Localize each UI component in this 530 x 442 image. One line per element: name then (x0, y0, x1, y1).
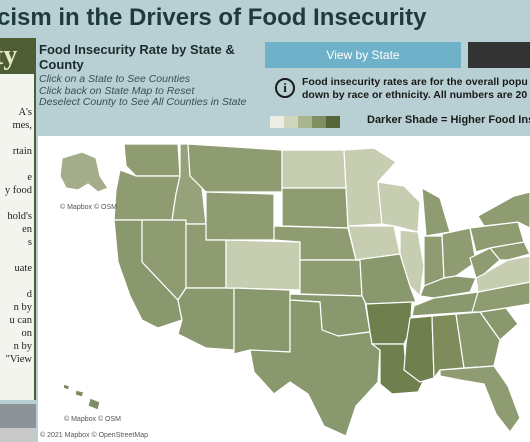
page-title: cism in the Drivers of Food Insecurity (0, 4, 427, 31)
info-note: Food insecurity rates are for the overal… (302, 76, 530, 102)
view-by-state-button[interactable]: View by State (265, 42, 461, 68)
info-line: Food insecurity rates are for the overal… (302, 76, 528, 88)
legend-label: Darker Shade = Higher Food Insec (367, 114, 530, 126)
legend-swatch (270, 116, 284, 128)
us-state-map[interactable]: © Mapbox © OSM © Mapbox © OSM © 2021 Map… (38, 136, 530, 442)
state-north-carolina[interactable] (471, 281, 530, 313)
state-ohio[interactable] (441, 227, 477, 279)
sidebar-footer-strip (0, 428, 36, 442)
state-florida[interactable] (439, 365, 521, 433)
state-wyoming[interactable] (205, 191, 275, 241)
info-icon: i (275, 78, 295, 98)
color-legend (270, 116, 340, 128)
instruction-line: Click back on State Map to Reset (39, 84, 195, 97)
state-montana[interactable] (187, 143, 283, 193)
state-south-dakota[interactable] (281, 187, 349, 229)
state-kansas[interactable] (299, 259, 363, 297)
state-hawaii[interactable] (62, 383, 71, 391)
view-by-county-button[interactable] (468, 42, 530, 68)
state-michigan[interactable] (421, 187, 451, 237)
instruction-line: Click on a State to See Counties (39, 73, 191, 85)
state-indiana[interactable] (423, 235, 445, 287)
state-louisiana[interactable] (371, 343, 427, 395)
sidebar-logo: ty (0, 40, 18, 71)
state-texas[interactable] (249, 299, 381, 437)
legend-swatch (298, 116, 312, 128)
state-mississippi[interactable] (403, 315, 435, 383)
map-instructions: Click on a State to See Counties Click b… (39, 73, 247, 109)
state-maryland[interactable] (489, 241, 530, 261)
mapbox-credit-hawaii: © Mapbox © OSM (64, 416, 121, 423)
state-new-mexico[interactable] (233, 287, 291, 355)
legend-swatch (326, 116, 340, 128)
state-oregon[interactable] (113, 169, 181, 221)
state-colorado[interactable] (225, 239, 301, 291)
instruction-line: Deselect County to See All Counties in S… (39, 96, 247, 108)
state-virginia[interactable] (475, 255, 530, 293)
map-attribution[interactable]: © 2021 Mapbox © OpenStreetMap (40, 432, 148, 439)
mapbox-credit-alaska: © Mapbox © OSM (60, 204, 117, 211)
state-west-virginia[interactable] (469, 247, 501, 279)
sidebar-card: A's mes, rtain e y food hold's en s uate… (0, 74, 34, 400)
state-hawaii[interactable] (87, 397, 101, 411)
legend-swatch (312, 116, 326, 128)
state-arizona[interactable] (177, 287, 235, 351)
map-svg[interactable] (38, 136, 530, 442)
story-sidebar: ty A's mes, rtain e y food hold's en s u… (0, 38, 36, 400)
map-heading: Food Insecurity Rate by State & County (39, 42, 235, 72)
state-wisconsin[interactable] (377, 181, 421, 233)
state-alaska[interactable] (59, 151, 109, 193)
state-new-york[interactable] (477, 191, 530, 229)
state-arkansas[interactable] (365, 301, 413, 345)
legend-swatch (284, 116, 298, 128)
sidebar-description: A's mes, rtain e y food hold's en s uate… (4, 107, 32, 365)
info-line: down by race or ethnicity. All numbers a… (302, 89, 528, 101)
state-hawaii[interactable] (74, 389, 85, 398)
state-north-dakota[interactable] (281, 149, 347, 189)
state-washington[interactable] (123, 143, 181, 177)
